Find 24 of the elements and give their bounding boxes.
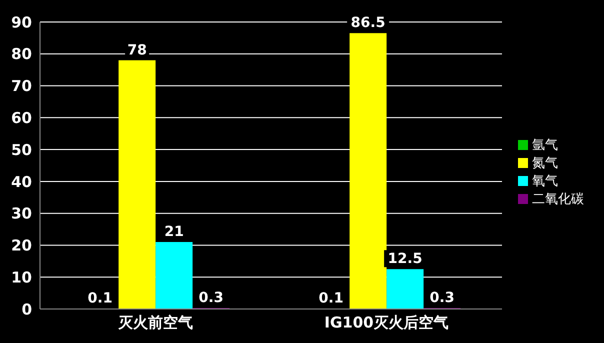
legend-label: 二氧化碳 (532, 192, 584, 206)
data-label: 86.5 (350, 15, 386, 32)
data-label: 0.3 (430, 290, 454, 306)
legend-label: 氧气 (532, 174, 558, 188)
data-label: 0.1 (88, 290, 112, 307)
y-tick-label: 80 (11, 45, 32, 64)
legend-label: 氩气 (532, 138, 558, 152)
x-tick-label: IG100灭火后空气 (324, 314, 449, 332)
data-label: 21 (164, 224, 184, 240)
data-label: 0.1 (318, 290, 344, 307)
legend-label: 氮气 (532, 156, 558, 170)
data-label: 0.3 (198, 290, 224, 306)
y-tick-label: 70 (11, 77, 32, 96)
y-tick-label: 60 (11, 108, 32, 127)
data-label: 78 (127, 42, 147, 58)
y-tick-label: 40 (11, 172, 32, 191)
x-tick-label: 灭火前空气 (118, 314, 193, 332)
y-tick-label: 90 (11, 13, 32, 32)
y-tick-label: 0 (22, 300, 32, 318)
y-tick-label: 10 (11, 268, 32, 286)
y-tick-label: 20 (11, 236, 32, 255)
y-tick-label: 50 (11, 140, 32, 159)
y-tick-label: 30 (11, 204, 32, 223)
data-label: 12.5 (388, 251, 422, 268)
